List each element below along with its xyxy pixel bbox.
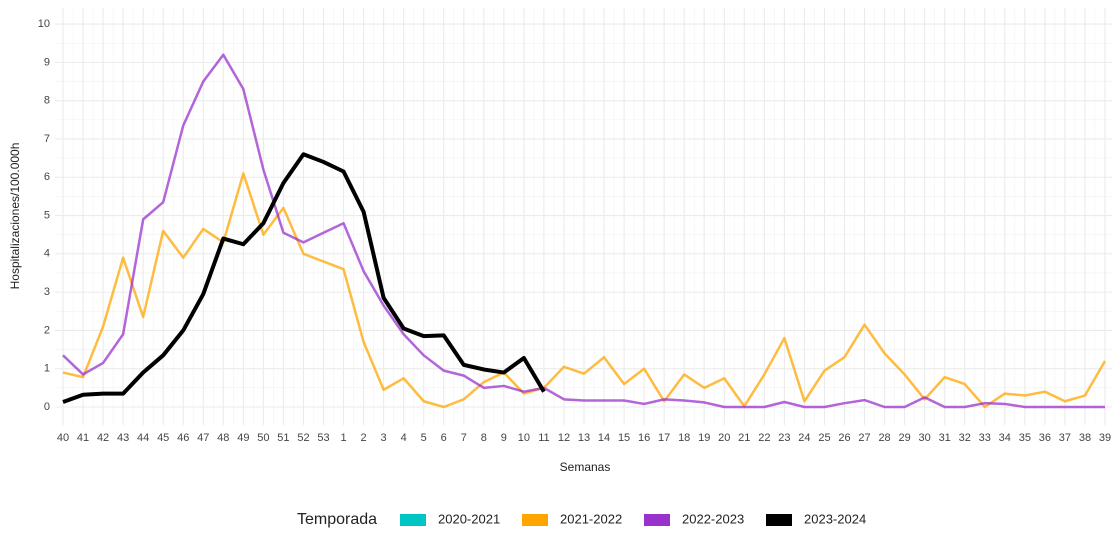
y-tick-label: 8 — [44, 95, 50, 107]
x-tick-label: 36 — [1039, 432, 1051, 444]
x-tick-label: 50 — [257, 432, 269, 444]
y-tick-label: 2 — [44, 324, 50, 336]
x-tick-label: 19 — [698, 432, 710, 444]
legend-title: Temporada — [297, 511, 377, 528]
series-line — [62, 172, 1107, 409]
x-tick-label: 22 — [758, 432, 770, 444]
x-tick-label: 39 — [1099, 432, 1111, 444]
x-tick-label: 34 — [999, 432, 1011, 444]
x-tick-label: 33 — [979, 432, 991, 444]
x-tick-label: 7 — [461, 432, 467, 444]
x-tick-label: 35 — [1019, 432, 1031, 444]
x-tick-label: 12 — [558, 432, 570, 444]
x-tick-label: 24 — [798, 432, 810, 444]
x-tick-label: 2 — [361, 432, 367, 444]
x-tick-label: 41 — [77, 432, 89, 444]
x-tick-label: 10 — [518, 432, 530, 444]
legend-label: 2021-2022 — [560, 511, 622, 526]
x-tick-label: 38 — [1079, 432, 1091, 444]
x-tick-label: 9 — [501, 432, 507, 444]
x-tick-label: 3 — [381, 432, 387, 444]
x-tick-label: 51 — [277, 432, 289, 444]
x-tick-label: 48 — [217, 432, 229, 444]
x-tick-label: 44 — [137, 432, 149, 444]
x-tick-label: 53 — [317, 432, 329, 444]
series-line — [62, 53, 1105, 409]
x-tick-label: 30 — [919, 432, 931, 444]
x-tick-label: 40 — [57, 432, 69, 444]
x-tick-label: 21 — [738, 432, 750, 444]
legend-key — [400, 514, 426, 526]
legend-label: 2020-2021 — [438, 511, 500, 526]
series-line — [62, 152, 546, 404]
x-tick-label: 49 — [237, 432, 249, 444]
y-tick-label: 1 — [44, 363, 50, 375]
x-tick-label: 16 — [638, 432, 650, 444]
legend-key — [766, 514, 792, 526]
x-tick-label: 18 — [678, 432, 690, 444]
x-tick-label: 1 — [340, 432, 346, 444]
x-tick-label: 6 — [441, 432, 447, 444]
y-tick-label: 5 — [44, 209, 50, 221]
x-tick-label: 5 — [421, 432, 427, 444]
x-tick-label: 28 — [878, 432, 890, 444]
x-tick-label: 15 — [618, 432, 630, 444]
x-tick-label: 46 — [177, 432, 189, 444]
y-axis-title: Hospitalizaciones/100.000h — [8, 143, 22, 290]
x-tick-label: 37 — [1059, 432, 1071, 444]
x-tick-label: 47 — [197, 432, 209, 444]
x-axis-title: Semanas — [560, 460, 611, 474]
x-tick-label: 20 — [718, 432, 730, 444]
x-tick-label: 26 — [838, 432, 850, 444]
legend-label: 2022-2023 — [682, 511, 744, 526]
y-tick-label: 10 — [38, 18, 50, 30]
y-tick-label: 7 — [44, 133, 50, 145]
x-tick-label: 13 — [578, 432, 590, 444]
legend-key — [644, 514, 670, 526]
x-tick-label: 17 — [658, 432, 670, 444]
x-tick-label: 8 — [481, 432, 487, 444]
x-tick-label: 43 — [117, 432, 129, 444]
x-tick-label: 4 — [401, 432, 407, 444]
y-tick-label: 6 — [44, 171, 50, 183]
y-tick-label: 9 — [44, 56, 50, 68]
y-tick-label: 3 — [44, 286, 50, 298]
x-tick-label: 14 — [598, 432, 610, 444]
x-tick-label: 45 — [157, 432, 169, 444]
y-tick-label: 4 — [44, 248, 50, 260]
legend-label: 2023-2024 — [804, 511, 866, 526]
x-tick-label: 32 — [959, 432, 971, 444]
x-tick-label: 31 — [939, 432, 951, 444]
x-tick-label: 27 — [858, 432, 870, 444]
x-tick-label: 11 — [538, 432, 549, 444]
x-tick-label: 23 — [778, 432, 790, 444]
x-tick-label: 25 — [818, 432, 830, 444]
legend-key — [522, 514, 548, 526]
x-tick-label: 52 — [297, 432, 309, 444]
y-tick-label: 0 — [44, 401, 50, 413]
x-tick-label: 29 — [898, 432, 910, 444]
x-tick-label: 42 — [97, 432, 109, 444]
